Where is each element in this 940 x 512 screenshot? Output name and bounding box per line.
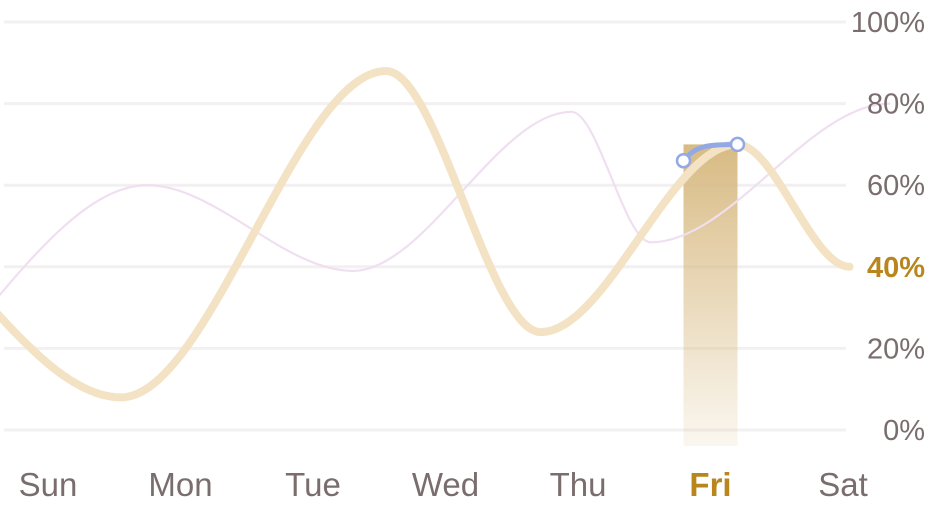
x-tick-label: Sun [19, 466, 78, 503]
y-axis-ticks: 0% 20% 40% 60% 80% 100% [851, 7, 925, 447]
x-tick-label: Wed [412, 466, 479, 503]
x-tick-label: Thu [550, 466, 607, 503]
x-axis-ticks: Sun Mon Tue Wed Thu Fri Sat [19, 466, 868, 503]
highlight-point[interactable] [729, 136, 746, 153]
x-tick-label: Tue [285, 466, 341, 503]
highlight-layer [683, 144, 738, 446]
highlight-markers [675, 136, 746, 169]
x-tick-label: Fri [689, 466, 731, 503]
y-tick-label: 60% [867, 170, 925, 202]
x-tick-label: Sat [818, 466, 868, 503]
highlight-point[interactable] [675, 152, 692, 169]
y-tick-label: 100% [851, 7, 925, 39]
x-tick-label: Mon [148, 466, 212, 503]
highlight-bar [683, 144, 738, 446]
y-tick-label: 0% [883, 415, 925, 447]
y-tick-label: 20% [867, 333, 925, 365]
y-tick-label: 40% [867, 252, 925, 284]
secondary-series-line [0, 102, 891, 297]
y-tick-label: 80% [867, 89, 925, 121]
